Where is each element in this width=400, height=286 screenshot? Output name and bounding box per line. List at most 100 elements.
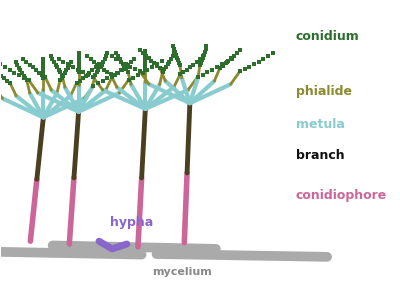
Point [204,70,211,75]
Point [128,59,134,64]
Point [200,53,207,57]
Point [95,67,102,72]
Point [160,69,166,74]
Point [142,51,148,56]
Point [40,65,46,70]
Point [86,71,92,75]
Point [104,70,110,74]
Point [171,51,178,55]
Point [122,65,128,69]
Point [102,57,108,61]
Point [104,51,110,55]
Point [88,57,94,61]
Point [55,56,62,61]
Point [19,71,25,75]
Point [40,71,46,75]
Point [149,65,155,69]
Point [118,59,124,64]
Point [40,75,46,80]
Point [236,47,243,52]
Point [65,62,72,67]
Point [54,65,60,69]
Point [113,51,120,55]
Point [75,54,82,59]
Point [123,65,130,69]
Point [20,73,27,78]
Point [94,70,100,75]
Point [0,71,1,75]
Point [140,70,146,75]
Point [142,64,148,69]
Point [0,62,4,67]
Point [137,69,143,74]
Point [209,67,216,72]
Point [95,81,101,86]
Text: branch: branch [296,149,344,162]
Point [142,62,148,67]
Point [187,65,193,69]
Point [65,65,71,70]
Point [175,58,181,63]
Point [142,54,148,59]
Point [60,59,67,64]
Point [92,65,99,70]
Point [68,59,74,64]
Point [77,78,83,83]
Point [7,81,13,85]
Point [30,65,36,70]
Point [52,62,59,67]
Point [4,78,10,83]
Point [200,55,206,60]
Point [118,68,124,72]
Point [125,69,131,74]
Point [59,72,65,77]
Point [132,67,138,72]
Point [168,57,174,61]
Point [74,81,80,85]
Point [40,60,46,64]
Point [121,65,128,70]
Point [70,65,76,69]
Text: conidiophore: conidiophore [296,189,387,202]
Point [122,62,129,66]
Point [157,66,163,70]
Point [170,44,176,49]
Point [75,67,82,72]
Point [142,53,149,58]
Point [94,62,100,67]
Point [24,78,30,83]
Point [109,75,115,80]
Point [11,70,18,75]
Point [22,76,28,80]
Point [118,59,124,64]
Point [176,60,182,65]
Point [201,50,208,55]
Point [36,70,42,75]
Point [75,51,82,56]
Point [142,59,148,64]
Point [0,74,4,78]
Point [151,61,158,66]
Point [256,59,262,64]
Point [100,59,106,64]
Point [26,78,32,82]
Point [96,62,102,67]
Point [115,70,122,75]
Point [112,73,118,77]
Point [6,68,13,72]
Point [198,60,204,65]
Point [89,68,96,73]
Point [228,56,234,61]
Point [85,73,91,77]
Point [260,57,267,61]
Point [62,71,68,75]
Point [142,57,148,61]
Point [177,63,183,67]
Point [16,65,22,70]
Point [154,62,160,67]
Point [98,62,105,67]
Point [104,76,111,81]
Point [194,59,200,64]
Text: phialide: phialide [296,85,352,98]
Text: metula: metula [296,118,344,131]
